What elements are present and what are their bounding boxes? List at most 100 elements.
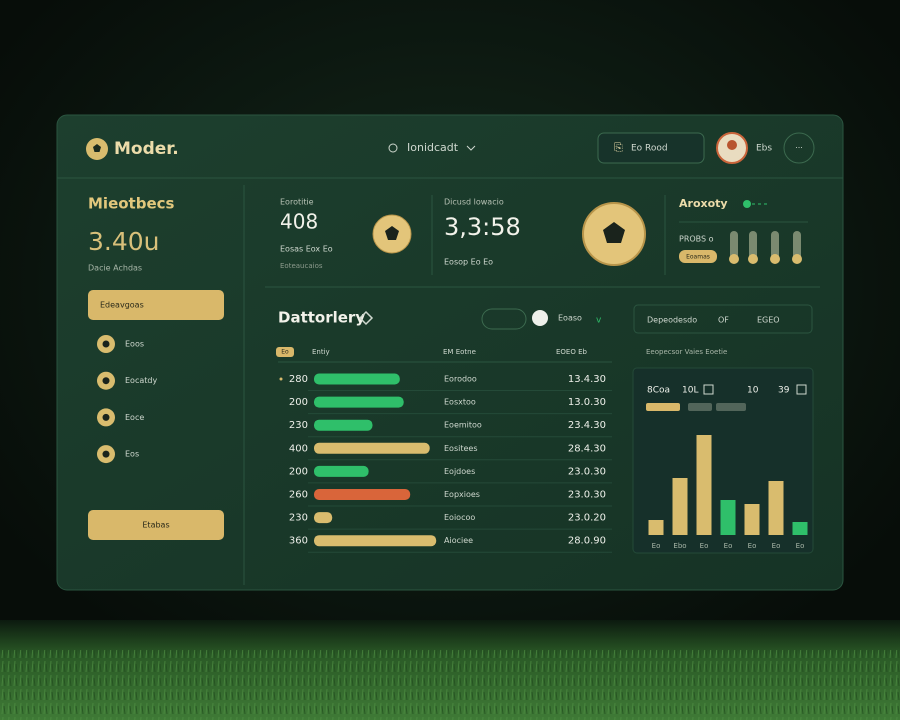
menu-item[interactable]: Eoce [125,413,144,422]
legend-item: 10L [682,386,698,396]
item-icon-center [102,450,110,458]
filter[interactable]: Depeodesdo [647,316,697,325]
x-tick-label: Eo [748,542,757,550]
sliders [729,231,802,264]
row-name: Eorodoo [444,375,477,384]
row-number: 280 [289,374,308,385]
row-time: 23.4.30 [568,420,606,431]
panel-subtitle: Eeopecsor Vaies Eoetie [646,348,727,356]
sidebar-bottom-label: Etabas [142,521,169,530]
row-name: Eoiocoo [444,513,475,522]
table-body: Eo Entiy EM Eotne EOEO Eb 280 Eorodoo 13.4.30 2… [278,348,612,553]
bar [696,435,712,535]
row-number: 360 [289,536,308,547]
item-icon-center [102,340,110,348]
legend-box [703,384,714,395]
row-bar [314,535,437,547]
ball-pattern [603,222,625,243]
brand-logo[interactable]: Moder. [86,138,179,160]
stat-value: 3,3:58 [444,213,521,241]
row-bar [314,465,369,477]
sidebar-subtitle: Dacie Achdas [88,264,142,273]
nav-link[interactable]: Ionidcadt [407,141,459,154]
chevron [466,145,476,151]
menu-item[interactable]: Eocatdy [125,376,157,385]
slider-knob [748,254,758,264]
table-title: Dattorlery [278,309,365,327]
row-name: Eositees [444,444,478,453]
sidebar-button-label: Edeavgoas [100,301,144,310]
sidebar-button[interactable] [88,290,224,320]
x-tick-label: Eo [700,542,709,550]
filter[interactable]: OF [718,316,729,325]
stat-sub: Eosop Eo Eo [444,258,493,267]
sidebar-bottom-button[interactable] [88,510,224,540]
column-header: EM Eotne [443,348,476,356]
row-time: 23.0.30 [568,466,606,477]
filter-bar[interactable] [633,304,813,334]
x-tick-label: Eo [772,542,781,550]
column-header: Eo [281,349,289,356]
header-tag [276,347,294,357]
user-name: Ebs [756,144,772,154]
header-button[interactable] [597,132,705,164]
avatar-face [727,140,737,150]
legend-item: 39 [778,386,790,396]
ball-pattern [93,144,101,152]
row-name: Eopxioes [444,490,480,499]
chart-tag [716,403,746,411]
stat-note: Eoteaucaios [280,262,323,270]
legend-item: 10 [747,386,759,396]
status-dot [743,200,751,208]
row-name: Aiociee [444,536,473,545]
row-bar [314,489,411,500]
toggle[interactable] [481,308,527,330]
row-number: 200 [289,397,308,408]
grass-blades [0,650,900,720]
filter[interactable]: EGEO [757,316,780,325]
bar-chart: Eo Ebo Eo Eo Eo Eo Eo [648,435,808,550]
menu-item[interactable]: Eos [125,450,139,459]
title-icon [358,310,374,326]
row-number: 230 [289,513,308,524]
brand-name: Moder. [114,139,179,159]
column-header: Entiy [312,348,330,356]
stat-sub: Eosas Eox Eo [280,245,333,254]
row-name: Eoemitoo [444,421,482,430]
row-time: 13.4.30 [568,374,606,385]
nav-icon [388,143,398,153]
button-icon: ⎘ [614,141,623,154]
row-name: Eosxtoo [444,398,476,407]
slider-knob [770,254,780,264]
filter-chevron: v [596,316,602,326]
button-label: Eo Rood [631,144,668,154]
stat-value: 408 [280,210,318,234]
bar [720,500,736,535]
legend-item: 8Coa [647,386,670,396]
x-tick-label: Eo [796,542,805,550]
table-filter[interactable]: Eoaso [558,314,582,323]
row-number: 260 [289,490,308,501]
x-tick-label: Eo [724,542,733,550]
row-number: 400 [289,443,308,454]
row-name: Eojdoes [444,467,475,476]
row-bar [314,419,373,431]
clock-icon [532,310,548,326]
activity-tag[interactable] [679,250,717,263]
menu-item[interactable]: Eoos [125,340,144,349]
activity-title: Aroxoty [679,197,728,210]
bar [792,522,808,535]
row-bar [314,373,400,385]
row-time: 23.0.30 [568,490,606,501]
ball-illustration [372,214,412,254]
row-marker [279,377,283,381]
bar [744,504,760,535]
sidebar-title: Mieotbecs [88,195,175,213]
legend-box [796,384,807,395]
item-icon-center [102,413,110,421]
row-number: 200 [289,466,308,477]
x-tick-label: Ebo [673,542,686,550]
menu-button[interactable] [783,132,815,164]
